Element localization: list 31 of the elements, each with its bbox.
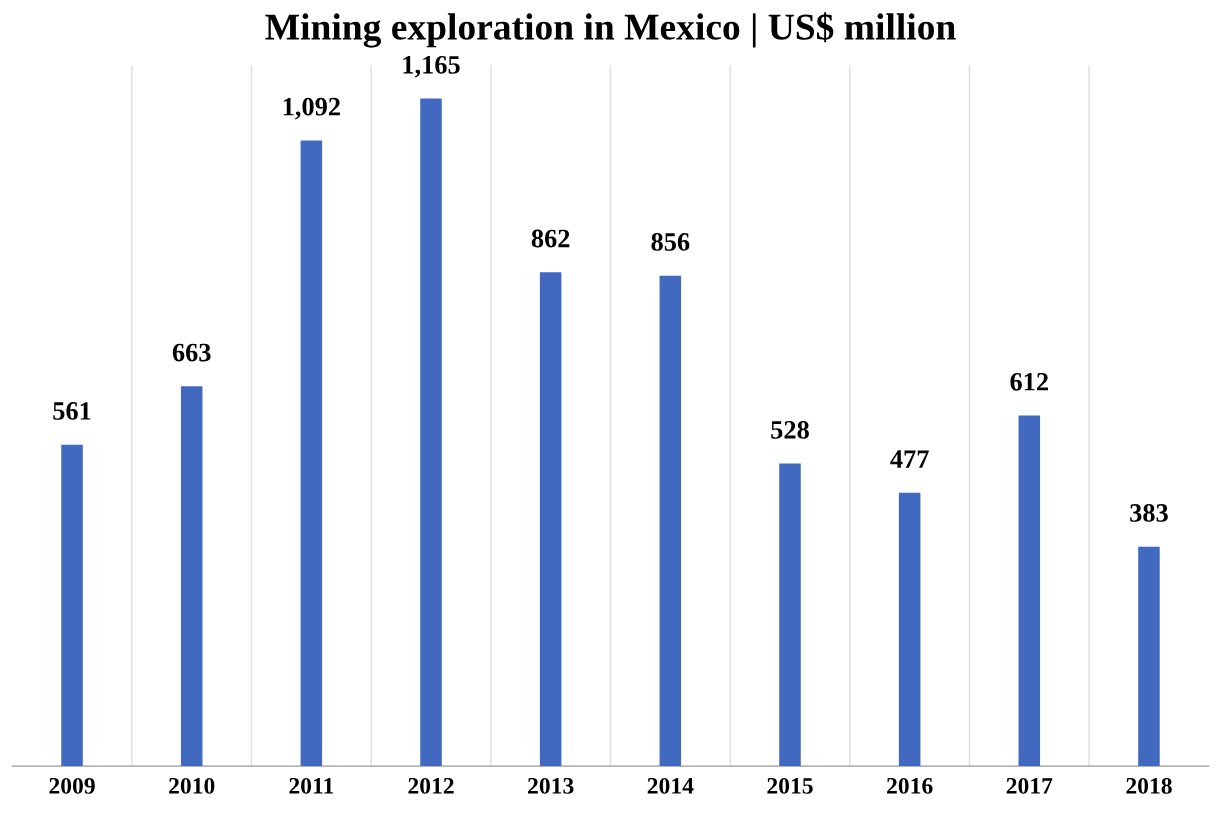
data-label: 383 — [1130, 504, 1168, 522]
x-tick-label: 2014 — [647, 777, 694, 794]
data-label: 561 — [53, 402, 91, 420]
data-label: 477 — [890, 450, 929, 468]
bar — [300, 140, 323, 767]
bar — [180, 386, 203, 767]
x-tick-label: 2012 — [408, 777, 454, 794]
data-label: 663 — [172, 343, 211, 362]
chart-title: Mining exploration in Mexico | US$ million — [265, 12, 956, 48]
bar — [779, 463, 801, 767]
data-label: 1,092 — [283, 97, 340, 120]
bar — [1138, 546, 1160, 767]
x-tick-label: 2018 — [1126, 777, 1172, 794]
x-tick-label: 2010 — [169, 777, 215, 794]
data-label: 528 — [771, 420, 809, 439]
x-tick-label: 2015 — [767, 777, 813, 794]
data-label: 862 — [531, 229, 570, 248]
bar — [659, 275, 682, 767]
x-tick-label: 2013 — [528, 777, 574, 794]
bar — [539, 272, 562, 767]
x-tick-label: 2009 — [49, 777, 95, 794]
data-label: 856 — [651, 233, 690, 251]
x-tick-label: 2016 — [887, 777, 933, 794]
bar — [1018, 415, 1041, 767]
bar — [61, 444, 83, 767]
data-label: 612 — [1010, 372, 1048, 391]
bar — [898, 492, 921, 767]
bar — [420, 98, 442, 767]
x-tick-label: 2011 — [289, 777, 334, 794]
data-label: 1,165 — [403, 56, 460, 78]
x-tick-label: 2017 — [1006, 777, 1053, 794]
